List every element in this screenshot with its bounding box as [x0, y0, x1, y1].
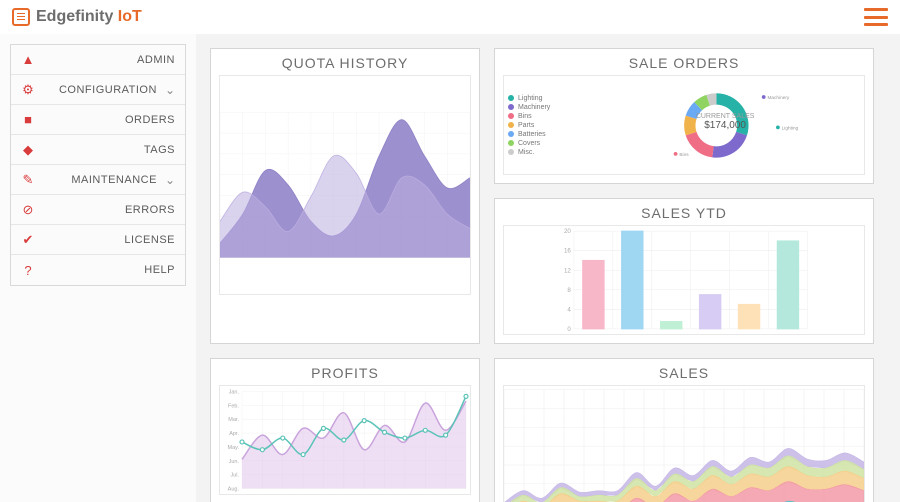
svg-text:Feb.: Feb. [228, 403, 239, 409]
menu-icon[interactable] [864, 8, 888, 26]
svg-text:Mar.: Mar. [228, 417, 239, 423]
svg-text:12: 12 [564, 267, 571, 274]
brand-text-iot: IoT [113, 8, 141, 25]
sidebar-item-label: ADMIN [43, 54, 175, 66]
question-icon: ? [21, 264, 35, 277]
dashboard-content: SALE ORDERS LightingMachineryBinsPartsBa… [196, 34, 900, 502]
card-title: SALES YTD [503, 205, 865, 221]
svg-text:Bins: Bins [680, 152, 690, 158]
pencil-icon: ✎ [21, 173, 35, 186]
brand: Edgefinity IoT [12, 8, 142, 26]
sidebar-item-configuration[interactable]: ⚙ CONFIGURATION ⌄ [11, 75, 185, 105]
card-title: SALES [503, 365, 865, 381]
sidebar-item-label: LICENSE [43, 234, 175, 246]
card-title: SALE ORDERS [503, 55, 865, 71]
svg-text:Machinery: Machinery [768, 95, 790, 101]
sidebar: ▲ ADMIN ⚙ CONFIGURATION ⌄■ ORDERS ◆ TAGS… [0, 34, 196, 502]
card-sales-ytd: SALES YTD 0 4 8 12 16 20 [494, 198, 874, 344]
sidebar-item-label: MAINTENANCE [43, 174, 157, 186]
svg-text:May.: May. [227, 445, 239, 451]
svg-text:Jan.: Jan. [229, 390, 240, 396]
sidebar-item-help[interactable]: ? HELP [11, 255, 185, 285]
check-icon: ✔ [21, 233, 35, 246]
sidebar-item-label: HELP [43, 264, 175, 276]
card-sales: SALES [494, 358, 874, 502]
sidebar-item-errors[interactable]: ⊘ ERRORS [11, 195, 185, 225]
sidebar-item-label: ERRORS [43, 204, 175, 216]
sidebar-item-maintenance[interactable]: ✎ MAINTENANCE ⌄ [11, 165, 185, 195]
svg-text:8: 8 [567, 287, 571, 294]
briefcase-icon: ■ [21, 113, 35, 126]
sidebar-item-tags[interactable]: ◆ TAGS [11, 135, 185, 165]
sidebar-item-label: TAGS [43, 144, 175, 156]
svg-text:Apr.: Apr. [229, 431, 239, 437]
card-quota-history: QUOTA HISTORY [210, 48, 480, 344]
ban-icon: ⊘ [21, 203, 35, 216]
svg-text:Jul.: Jul. [230, 473, 239, 479]
sidebar-item-license[interactable]: ✔ LICENSE [11, 225, 185, 255]
brand-logo-icon [12, 8, 30, 26]
brand-text-edge: Edgefinity [36, 8, 113, 25]
chevron-down-icon: ⌄ [165, 83, 175, 97]
svg-text:Aug.: Aug. [228, 487, 240, 493]
svg-text:4: 4 [567, 306, 571, 313]
user-icon: ▲ [21, 53, 35, 66]
svg-text:0: 0 [567, 326, 571, 333]
gear-icon: ⚙ [21, 83, 35, 96]
card-sale-orders: SALE ORDERS LightingMachineryBinsPartsBa… [494, 48, 874, 184]
svg-text:20: 20 [564, 228, 571, 235]
sidebar-item-label: ORDERS [43, 114, 175, 126]
svg-text:Lighting: Lighting [782, 125, 799, 131]
tags-icon: ◆ [21, 143, 35, 156]
sidebar-item-admin[interactable]: ▲ ADMIN [11, 45, 185, 75]
chevron-down-icon: ⌄ [165, 173, 175, 187]
card-title: PROFITS [219, 365, 471, 381]
sidebar-item-orders[interactable]: ■ ORDERS [11, 105, 185, 135]
svg-text:16: 16 [564, 248, 571, 255]
card-profits: PROFITS Jan. Feb. Mar. Apr. May. Jun. Jul. Aug. [210, 358, 480, 502]
sidebar-item-label: CONFIGURATION [43, 84, 157, 96]
svg-text:Jun.: Jun. [229, 459, 240, 465]
card-title: QUOTA HISTORY [219, 55, 471, 71]
